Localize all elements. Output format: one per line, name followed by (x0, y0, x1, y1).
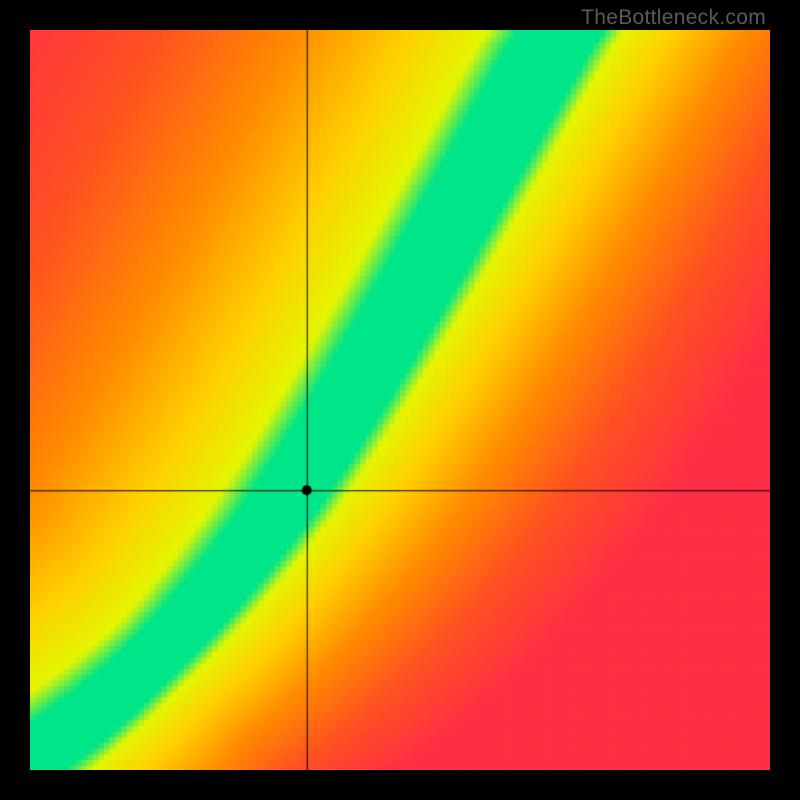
bottleneck-heatmap (30, 30, 770, 770)
heatmap-canvas (30, 30, 770, 770)
watermark-text: TheBottleneck.com (581, 6, 766, 30)
